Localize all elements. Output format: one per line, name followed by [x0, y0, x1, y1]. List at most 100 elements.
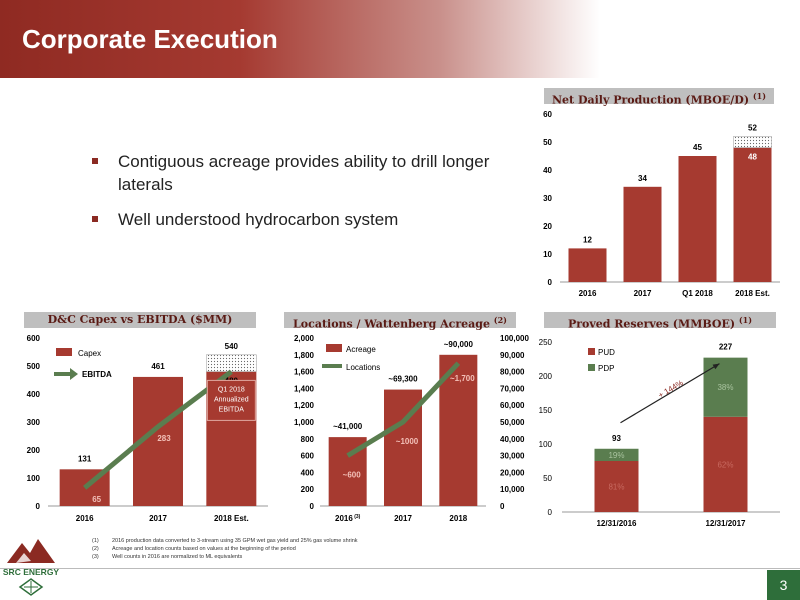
y-right-tick-label: 90,000 [500, 351, 525, 360]
bar-pdp [703, 357, 748, 417]
y-tick-label: 400 [27, 390, 41, 399]
y-tick-label: 500 [27, 362, 41, 371]
bullet-square-icon [92, 158, 98, 164]
annotation-text: Annualized [214, 396, 249, 403]
y-tick-label: 600 [27, 334, 41, 343]
y-left-tick-label: 2,000 [294, 334, 315, 343]
capex-panel-title: D&C Capex vs EBITDA ($MM) [24, 312, 256, 328]
capex-label: 540 [225, 342, 239, 351]
x-tick-label: 2016 [579, 289, 597, 298]
footnote-number: (1) [92, 538, 99, 544]
bar-estimate-segment [206, 354, 257, 372]
y-right-tick-label: 50,000 [500, 418, 525, 427]
y-right-tick-label: 60,000 [500, 401, 525, 410]
capex-label: 131 [78, 454, 92, 463]
y-tick-label: 0 [548, 278, 553, 287]
x-tick-label: 2018 Est. [214, 514, 249, 523]
y-left-tick-label: 200 [301, 485, 315, 494]
legend-acreage-label: Acreage [346, 345, 376, 354]
legend-pdp-label: PDP [598, 364, 614, 373]
production-panel-title: Net Daily Production (MBOE/D) (1) [544, 88, 774, 107]
x-tick-label: 2017 [394, 514, 412, 523]
y-left-tick-label: 600 [301, 452, 315, 461]
y-tick-label: 0 [548, 508, 553, 517]
bar-pud [594, 461, 639, 512]
footnote-number: (2) [92, 546, 99, 552]
y-tick-label: 60 [543, 110, 552, 119]
y-left-tick-label: 1,200 [294, 401, 315, 410]
y-left-tick-label: 800 [301, 435, 315, 444]
y-tick-label: 50 [543, 474, 552, 483]
production-title-sup: (1) [752, 91, 767, 101]
locations-line [346, 361, 461, 458]
y-right-tick-label: 80,000 [500, 368, 525, 377]
legend-capex-swatch [56, 348, 72, 356]
reserves-title-sup: (1) [738, 315, 753, 325]
locations-panel-title: Locations / Wattenberg Acreage (2) [284, 312, 516, 331]
data-label: 12 [583, 235, 592, 244]
legend-acreage-swatch [326, 344, 342, 352]
y-tick-label: 150 [539, 406, 553, 415]
x-tick-label: Q1 2018 [682, 289, 713, 298]
legend-pdp-swatch [588, 364, 595, 371]
production-chart: 0 10 20 30 40 50 60 2016 12 2017 34 Q1 2018 45 2018 E… [543, 110, 780, 298]
pud-pct-label: 62% [717, 460, 733, 469]
data-label: 48 [748, 153, 757, 162]
y-left-tick-label: 1,800 [294, 351, 315, 360]
data-label: 34 [638, 174, 647, 183]
bullet-square-icon [92, 216, 98, 222]
footnote-item: (3) Well counts in 2016 are normalized to… [92, 553, 358, 561]
reserves-panel-title: Proved Reserves (MMBOE) (1) [544, 312, 776, 331]
y-tick-label: 50 [543, 138, 552, 147]
proved-reserves-chart: 0 50 100 150 200 250 81% 19% 93 12/31/2016 62% 38% 2… [539, 338, 780, 528]
total-label: 52 [748, 123, 757, 132]
legend-ebitda-label: EBITDA [82, 370, 112, 379]
bullet-text: Well understood hydrocarbon system [118, 210, 399, 229]
y-left-tick-label: 1,000 [294, 418, 315, 427]
reserves-title-text: Proved Reserves (MMBOE) [567, 317, 736, 331]
growth-label: + 144% [657, 378, 685, 400]
y-tick-label: 0 [36, 502, 41, 511]
legend-pud-swatch [588, 348, 595, 355]
legend-capex-label: Capex [78, 349, 101, 358]
capex-label: 461 [151, 362, 165, 371]
y-right-tick-label: 40,000 [500, 435, 525, 444]
footnote-number: (3) [92, 554, 99, 560]
y-right-tick-label: 20,000 [500, 468, 525, 477]
production-title-text: Net Daily Production (MBOE/D) [551, 93, 750, 107]
bar [678, 156, 717, 282]
x-tick-sup: (3) [353, 514, 361, 520]
total-label: 93 [612, 434, 621, 443]
y-tick-label: 40 [543, 166, 552, 175]
locations-acreage-chart: 0 200 400 600 800 1,000 1,200 1,400 1,600 1,800 2,… [294, 334, 530, 523]
y-right-tick-label: 30,000 [500, 452, 525, 461]
y-right-tick-label: 70,000 [500, 384, 525, 393]
annotation-text: Q1 2018 [218, 386, 245, 393]
x-tick-label: 2018 Est. [735, 289, 770, 298]
x-tick-label: 2017 [634, 289, 652, 298]
y-left-tick-label: 0 [310, 502, 315, 511]
legend-locations-label: Locations [346, 363, 380, 372]
ebitda-label: 65 [92, 495, 101, 504]
pud-pct-label: 81% [608, 483, 624, 492]
y-tick-label: 20 [543, 222, 552, 231]
bar [733, 147, 772, 282]
y-tick-label: 100 [27, 474, 41, 483]
legend-pud-label: PUD [598, 348, 615, 357]
capex-title-text: D&C Capex vs EBITDA ($MM) [47, 313, 233, 326]
location-label: ~1000 [396, 437, 419, 446]
y-tick-label: 100 [539, 440, 553, 449]
header-banner [0, 0, 800, 78]
x-tick-label: 2017 [149, 514, 167, 523]
y-tick-label: 250 [539, 338, 553, 347]
y-right-tick-label: 100,000 [500, 334, 529, 343]
annotation-box [206, 379, 256, 421]
data-label: 45 [693, 143, 702, 152]
acreage-label: ~69,300 [388, 375, 418, 384]
locations-title-text: Locations / Wattenberg Acreage [293, 317, 490, 331]
y-left-tick-label: 400 [301, 468, 315, 477]
y-tick-label: 10 [543, 250, 552, 259]
footnote-text: Well counts in 2016 are normalized to ML… [112, 554, 243, 560]
locations-title-sup: (2) [493, 315, 507, 325]
bullet-item: Well understood hydrocarbon system [92, 208, 492, 231]
